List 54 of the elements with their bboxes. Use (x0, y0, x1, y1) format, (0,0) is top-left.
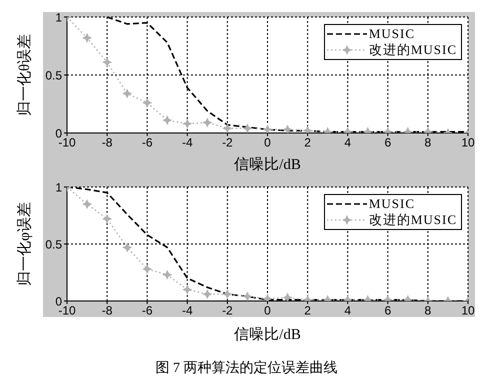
x-tick-label: 8 (424, 304, 432, 318)
x-tick-label: 10 (461, 304, 475, 318)
x-tick-label: 2 (304, 304, 312, 318)
x-tick-label: 0 (264, 136, 272, 150)
x-tick-label: 10 (461, 136, 475, 150)
x-tick-label: 2 (304, 136, 312, 150)
y-tick-label: 1 (55, 10, 62, 24)
point (242, 292, 252, 301)
point (142, 264, 152, 274)
y-tick-label: 0.5 (45, 237, 62, 252)
x-tick-label: -4 (182, 304, 193, 318)
caption: 图 7 两种算法的定位误差曲线 (154, 359, 338, 377)
legend-label: 改进的MUSIC (368, 42, 457, 58)
y-tick-label: 0 (55, 126, 62, 140)
point (222, 289, 232, 299)
x-tick-label: -2 (222, 304, 234, 318)
legend-label: MUSIC (368, 26, 415, 42)
point (202, 118, 212, 128)
x-tick-label: 0 (264, 304, 272, 318)
x-tick-label: -6 (142, 304, 153, 318)
y-tick-label: 0.5 (45, 68, 62, 82)
x-tick-label: 4 (344, 136, 352, 150)
point (102, 214, 112, 224)
point (122, 242, 132, 252)
point (282, 124, 292, 133)
point (102, 57, 112, 67)
point (142, 98, 152, 108)
x-tick-label: -2 (222, 136, 234, 150)
point (182, 118, 192, 128)
y-axis-title: 归一化θ误差 (16, 34, 33, 116)
x-tick-label: 8 (424, 136, 432, 150)
point (122, 88, 132, 98)
x-tick-label: -6 (142, 136, 153, 150)
point (202, 289, 212, 299)
point (262, 124, 272, 133)
x-tick-label: 4 (344, 304, 352, 318)
x-tick-label: -8 (102, 136, 113, 150)
point (222, 124, 232, 133)
point (282, 292, 292, 301)
x-tick-label: -8 (102, 304, 113, 318)
y-tick-label: 0 (55, 294, 62, 308)
legend-label: 改进的MUSIC (368, 212, 457, 228)
legend-label: MUSIC (368, 196, 415, 212)
y-axis-title: 归一化φ误差 (16, 202, 33, 286)
point (162, 115, 172, 125)
x-tick-label: -4 (182, 136, 193, 150)
point (242, 124, 252, 133)
x-axis-title: 信噪比/dB (234, 326, 301, 343)
x-tick-label: 6 (384, 304, 392, 318)
y-tick-label: 1 (55, 180, 62, 194)
x-axis-title: 信噪比/dB (234, 156, 301, 173)
point (162, 270, 172, 280)
point (182, 284, 192, 294)
x-tick-label: 6 (384, 136, 392, 150)
